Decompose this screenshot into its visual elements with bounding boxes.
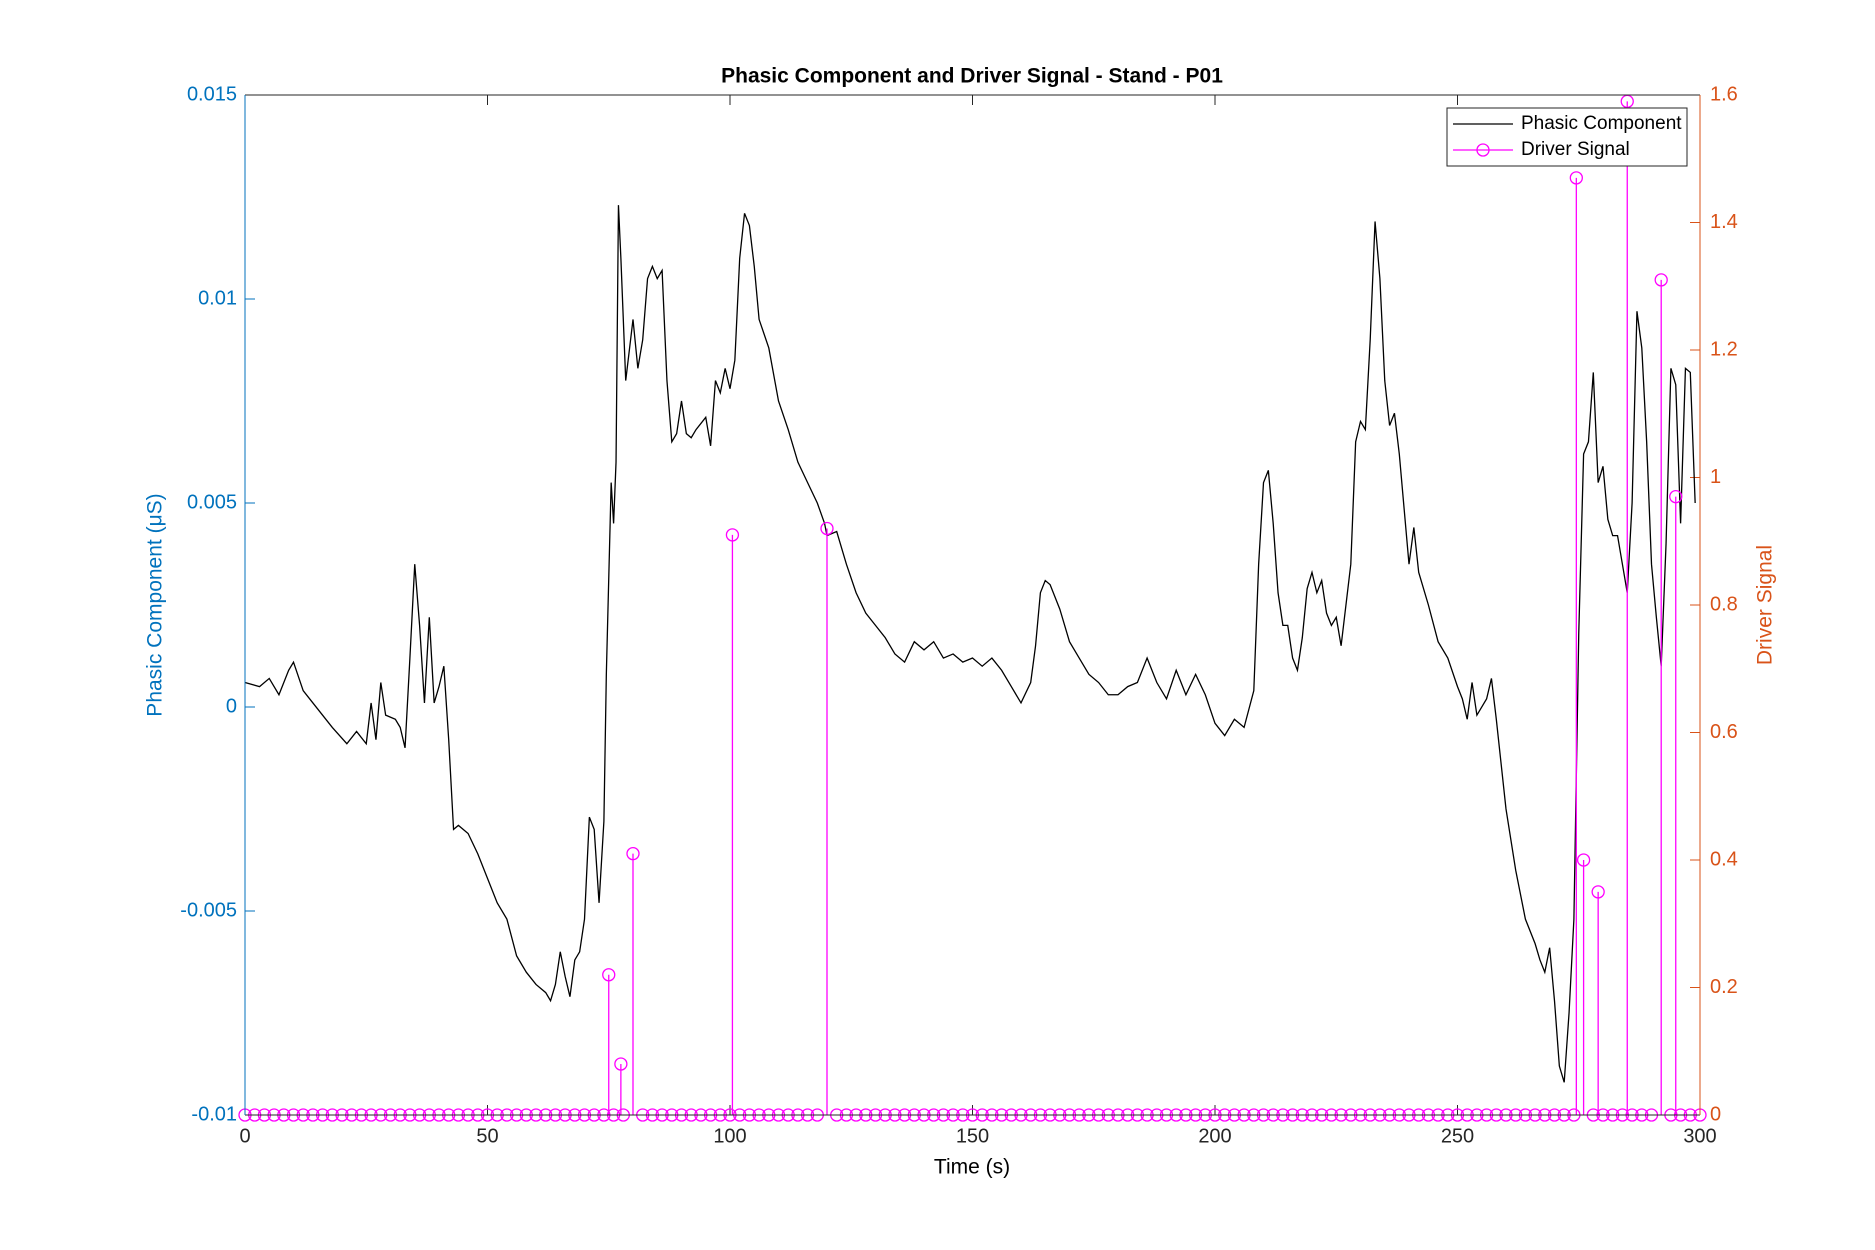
y2-axis-label: Driver Signal [1754,545,1777,665]
stem-marker [820,521,834,536]
stem-marker [1569,171,1583,185]
plot-area [245,95,1700,1115]
x-tick-label: 150 [956,1125,989,1147]
y2-tick-label: 1 [1710,466,1721,488]
x-axis-label: Time (s) [934,1156,1010,1179]
stem-marker [725,528,740,542]
legend-label: Driver Signal [1521,139,1630,160]
y-tick-label: 0.01 [198,287,237,309]
x-tick-label: 300 [1683,1125,1716,1147]
phasic-line [244,205,1696,1083]
x-tick-label: 50 [476,1125,498,1147]
y-tick-label: -0.01 [191,1103,237,1125]
x-tick-label: 250 [1441,1125,1474,1147]
legend-box [1446,107,1688,167]
stem-marker [1654,273,1668,287]
y-axis-label: Phasic Component (μS) [144,493,167,716]
y2-tick-label: 0.8 [1710,593,1738,615]
stem-marker [602,968,616,982]
stem-marker [626,846,640,861]
stem-marker [1591,885,1605,899]
y2-tick-label: 0.6 [1710,721,1738,743]
y-tick-label: 0 [226,695,237,717]
y-tick-label: 0.015 [187,83,237,105]
y2-tick-label: 1.2 [1710,338,1738,360]
y2-tick-label: 1.4 [1710,211,1738,233]
chart-title: Phasic Component and Driver Signal - Sta… [721,65,1223,88]
stem-marker [1669,489,1683,504]
y2-tick-label: 1.6 [1710,83,1738,105]
y2-tick-label: 0.4 [1710,848,1738,870]
y2-tick-label: 0 [1710,1103,1721,1125]
x-tick-label: 0 [239,1125,250,1147]
x-tick-label: 100 [713,1125,746,1147]
legend-marker [1476,143,1490,157]
x-tick-label: 200 [1198,1125,1231,1147]
y-tick-label: -0.005 [180,899,237,921]
stem-marker [1576,853,1591,867]
legend-label: Phasic Component [1521,113,1682,134]
stem-marker [614,1057,628,1071]
y2-tick-label: 0.2 [1710,976,1738,998]
y-tick-label: 0.005 [187,491,237,513]
